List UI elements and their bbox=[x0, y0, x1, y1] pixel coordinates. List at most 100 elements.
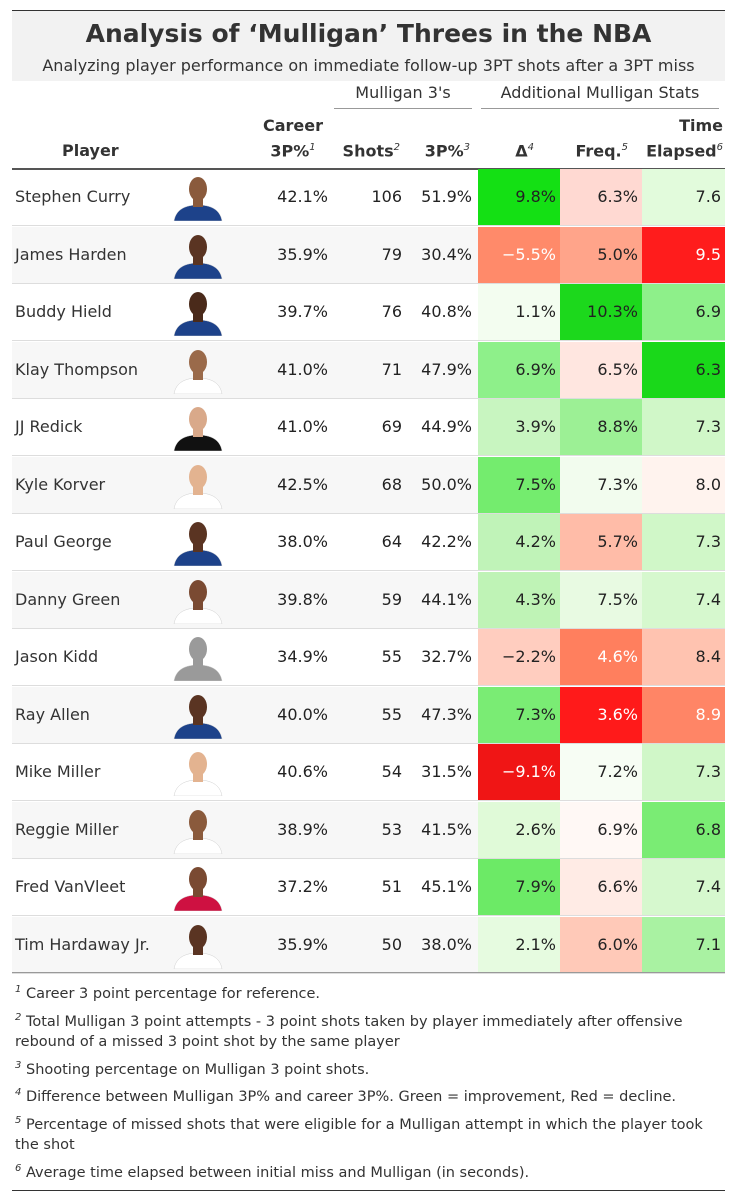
spanner-mulligan: Mulligan 3's bbox=[334, 83, 472, 109]
footnote-item: 1 Career 3 point percentage for referenc… bbox=[15, 980, 722, 1004]
footnote-mark-6: 6 bbox=[716, 141, 723, 153]
table-row: Fred VanVleet 37.2% 51 45.1% 7.9% 6.6% 7.4 bbox=[12, 859, 725, 916]
player-name: Ray Allen bbox=[15, 704, 90, 724]
shots-cell: 68 bbox=[381, 474, 402, 494]
freq-cell: 5.7% bbox=[560, 514, 642, 570]
table-row: Kyle Korver 42.5% 68 50.0% 7.5% 7.3% 8.0 bbox=[12, 456, 725, 514]
table-row: Stephen Curry 42.1% 106 51.9% 9.8% 6.3% 7.6 bbox=[12, 169, 725, 226]
freq-cell: 6.9% bbox=[560, 801, 642, 858]
shots-cell: 79 bbox=[381, 244, 402, 264]
header-divider bbox=[12, 168, 725, 170]
career-3p-cell: 39.7% bbox=[277, 302, 328, 321]
footnote-mark-3: 3 bbox=[463, 141, 470, 153]
mulligan-3p-cell: 30.4% bbox=[421, 244, 472, 264]
table-row: Klay Thompson 41.0% 71 47.9% 6.9% 6.5% 6.3 bbox=[12, 341, 725, 399]
time-elapsed-cell: 8.4 bbox=[642, 629, 725, 685]
player-name: Fred VanVleet bbox=[15, 877, 126, 896]
col-header-pct: 3P%3 bbox=[404, 112, 470, 168]
freq-cell: 6.3% bbox=[560, 169, 642, 225]
col-header-player: Player bbox=[15, 112, 165, 168]
col-header-freq-label: Freq. bbox=[575, 141, 622, 160]
footnote-mark: 3 bbox=[15, 1059, 22, 1071]
freq-cell: 6.0% bbox=[560, 916, 642, 973]
mulligan-3p-cell: 45.1% bbox=[421, 877, 472, 896]
time-elapsed-cell: 7.3 bbox=[642, 399, 725, 455]
career-3p-cell: 35.9% bbox=[277, 244, 328, 264]
player-headshot-icon bbox=[173, 349, 223, 394]
col-header-career: Career 3P%1 bbox=[248, 112, 338, 168]
footnote-mark: 2 bbox=[15, 1011, 22, 1023]
footnote-mark: 5 bbox=[15, 1115, 22, 1127]
player-name: Mike Miller bbox=[15, 762, 101, 781]
player-name: Danny Green bbox=[15, 589, 121, 609]
mulligan-3p-cell: 51.9% bbox=[421, 187, 472, 206]
time-elapsed-cell: 7.4 bbox=[642, 859, 725, 915]
bottom-divider bbox=[12, 1190, 725, 1191]
col-header-delta: Δ4 bbox=[478, 112, 534, 168]
freq-cell: 10.3% bbox=[560, 284, 642, 340]
delta-cell: 4.2% bbox=[478, 514, 560, 570]
player-name: Reggie Miller bbox=[15, 819, 119, 839]
player-headshot-icon bbox=[173, 924, 223, 969]
shots-cell: 76 bbox=[381, 302, 402, 321]
delta-cell: −9.1% bbox=[478, 744, 560, 800]
player-headshot-icon bbox=[173, 809, 223, 854]
shots-cell: 69 bbox=[381, 417, 402, 436]
footnote-mark: 6 bbox=[15, 1163, 22, 1175]
delta-cell: −5.5% bbox=[478, 226, 560, 283]
table-row: Mike Miller 40.6% 54 31.5% −9.1% 7.2% 7.3 bbox=[12, 744, 725, 801]
freq-cell: 6.5% bbox=[560, 341, 642, 398]
col-header-career-line1: Career bbox=[262, 115, 324, 135]
player-name: James Harden bbox=[15, 244, 127, 264]
freq-cell: 8.8% bbox=[560, 399, 642, 455]
player-headshot-icon bbox=[173, 292, 223, 336]
page-subtitle: Analyzing player performance on immediat… bbox=[42, 56, 695, 75]
time-elapsed-cell: 6.8 bbox=[642, 801, 725, 858]
time-elapsed-cell: 7.3 bbox=[642, 514, 725, 570]
footnote-item: 4 Difference between Mulligan 3P% and ca… bbox=[15, 1083, 722, 1107]
career-3p-cell: 38.9% bbox=[277, 819, 328, 839]
col-header-delta-label: Δ bbox=[515, 141, 528, 160]
freq-cell: 7.2% bbox=[560, 744, 642, 800]
shots-cell: 71 bbox=[381, 359, 402, 379]
col-header-time-line2: Elapsed bbox=[646, 141, 717, 160]
spanner-additional: Additional Mulligan Stats bbox=[481, 83, 719, 109]
shots-cell: 64 bbox=[381, 532, 402, 551]
career-3p-cell: 37.2% bbox=[277, 877, 328, 896]
footnote-item: 5 Percentage of missed shots that were e… bbox=[15, 1111, 722, 1155]
col-header-pct-label: 3P% bbox=[424, 141, 464, 160]
time-elapsed-cell: 7.4 bbox=[642, 571, 725, 628]
freq-cell: 7.3% bbox=[560, 456, 642, 513]
shots-cell: 59 bbox=[381, 589, 402, 609]
career-3p-cell: 41.0% bbox=[277, 359, 328, 379]
shots-cell: 106 bbox=[371, 187, 402, 206]
footnote-mark: 4 bbox=[15, 1087, 22, 1099]
player-headshot-icon bbox=[173, 752, 223, 796]
shots-cell: 51 bbox=[381, 877, 402, 896]
time-elapsed-cell: 8.0 bbox=[642, 456, 725, 513]
table-row: Jason Kidd 34.9% 55 32.7% −2.2% 4.6% 8.4 bbox=[12, 629, 725, 686]
player-headshot-icon bbox=[173, 867, 223, 911]
delta-cell: 9.8% bbox=[478, 169, 560, 225]
shots-cell: 54 bbox=[381, 762, 402, 781]
freq-cell: 6.6% bbox=[560, 859, 642, 915]
player-name: Kyle Korver bbox=[15, 474, 106, 494]
footnote-text: Percentage of missed shots that were eli… bbox=[15, 1117, 703, 1154]
mulligan-3p-cell: 50.0% bbox=[421, 474, 472, 494]
time-elapsed-cell: 8.9 bbox=[642, 686, 725, 743]
mulligan-3p-cell: 40.8% bbox=[421, 302, 472, 321]
col-header-player-label: Player bbox=[62, 141, 119, 160]
mulligan-3p-cell: 44.1% bbox=[421, 589, 472, 609]
player-headshot-icon bbox=[173, 177, 223, 221]
col-header-shots-label: Shots bbox=[342, 141, 394, 160]
delta-cell: 6.9% bbox=[478, 341, 560, 398]
title-box: Analysis of ‘Mulligan’ Threes in the NBA… bbox=[12, 10, 725, 81]
mulligan-3p-cell: 44.9% bbox=[421, 417, 472, 436]
table-row: James Harden 35.9% 79 30.4% −5.5% 5.0% 9.5 bbox=[12, 226, 725, 284]
player-headshot-icon bbox=[173, 522, 223, 566]
footnote-text: Difference between Mulligan 3P% and care… bbox=[25, 1089, 677, 1106]
player-headshot-icon bbox=[173, 234, 223, 279]
player-name: JJ Redick bbox=[15, 417, 83, 436]
page-title: Analysis of ‘Mulligan’ Threes in the NBA bbox=[85, 19, 652, 48]
